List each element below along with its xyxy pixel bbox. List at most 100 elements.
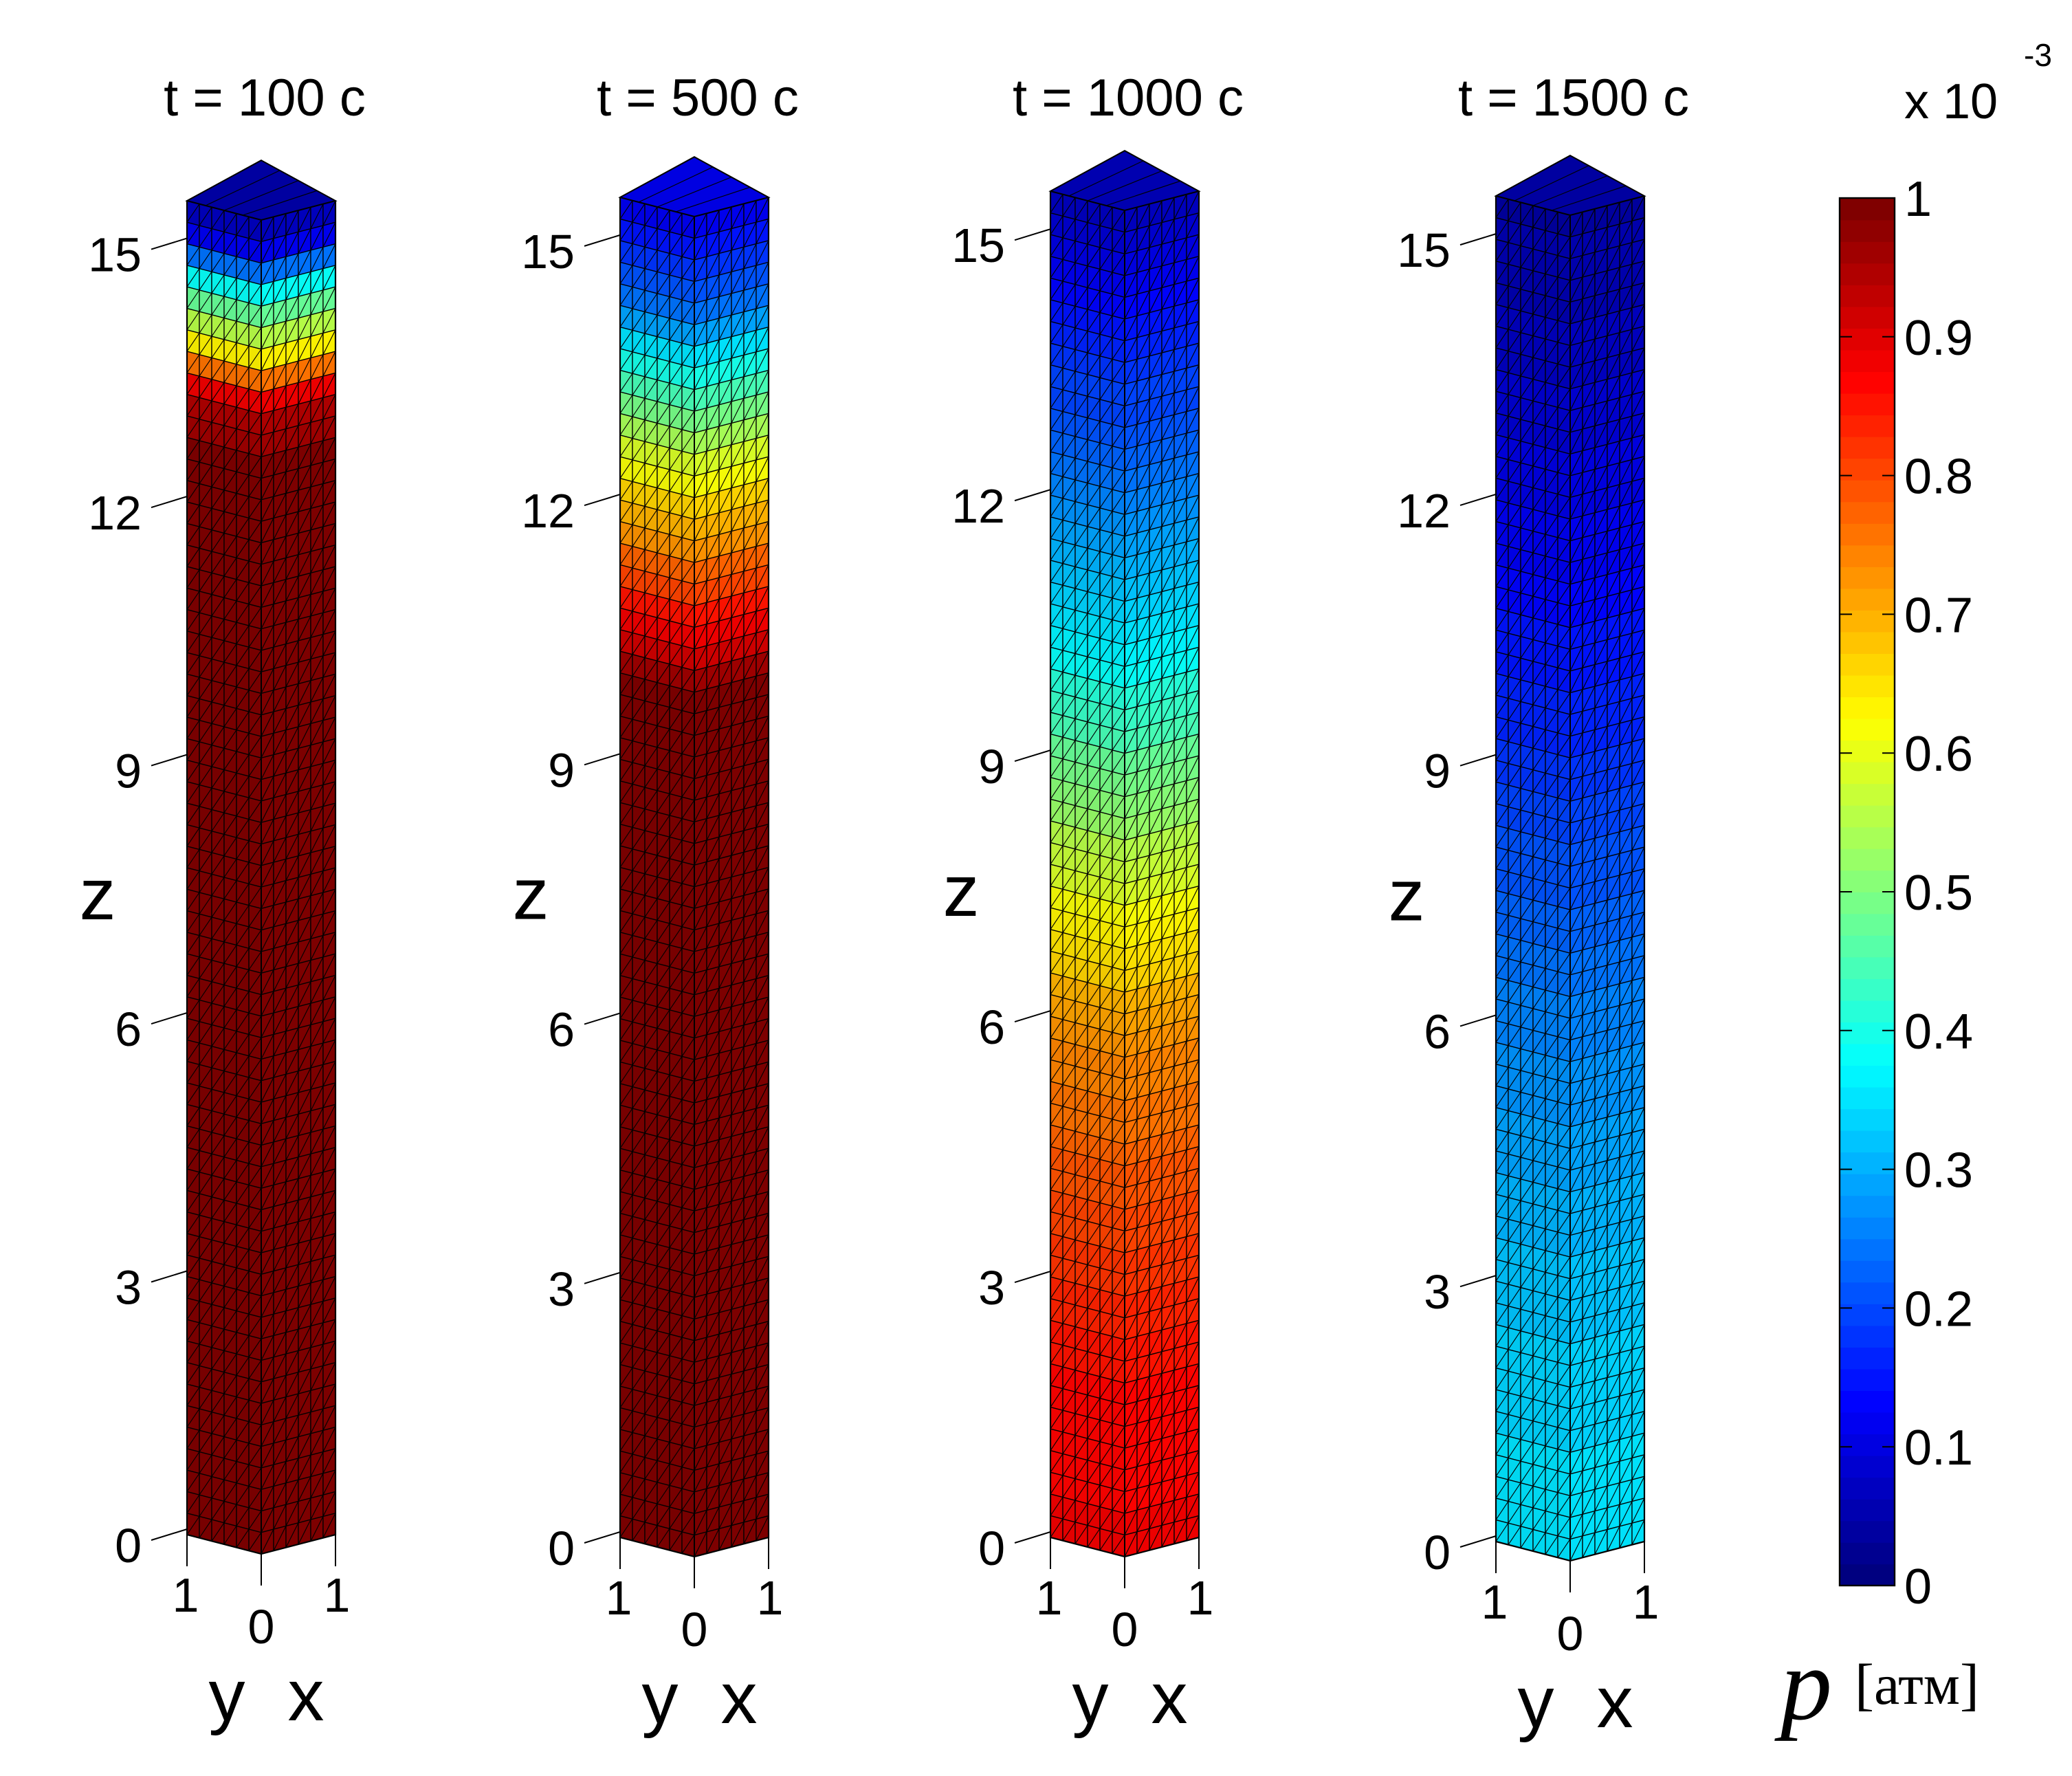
- mesh-diagonal: [310, 1516, 324, 1542]
- mesh-diagonal: [211, 339, 225, 358]
- z-tick-label: 3: [548, 1262, 575, 1316]
- mesh-diagonal: [199, 1368, 212, 1388]
- mesh-diagonal: [211, 726, 225, 745]
- z-tick-label: 3: [978, 1261, 1005, 1315]
- mesh-diagonal: [261, 1378, 274, 1404]
- mesh-diagonal: [310, 1408, 324, 1434]
- x-tick-label: 1: [757, 1571, 784, 1625]
- mesh-diagonal: [310, 1301, 324, 1326]
- mesh-diagonal: [310, 1258, 324, 1284]
- mesh-diagonal: [199, 358, 212, 377]
- mesh-diagonal: [199, 465, 212, 484]
- mesh-diagonal: [310, 1042, 324, 1068]
- mesh-diagonal: [223, 385, 237, 404]
- mesh-diagonal: [211, 1006, 225, 1025]
- mesh-diagonal: [186, 505, 200, 524]
- mesh-diagonal: [186, 1128, 200, 1148]
- mesh-diagonal: [199, 1519, 212, 1538]
- mesh-diagonal: [199, 1347, 212, 1366]
- mesh-diagonal: [186, 1086, 200, 1105]
- mesh-diagonal: [211, 1286, 225, 1305]
- mesh-diagonal: [223, 364, 237, 383]
- mesh-diagonal: [199, 1153, 212, 1173]
- mesh-diagonal: [261, 969, 274, 995]
- z-tick-mark: [1014, 1531, 1051, 1544]
- mesh-diagonal: [236, 1292, 250, 1311]
- mesh-diagonal: [223, 1095, 237, 1115]
- mesh-diagonal: [310, 1172, 324, 1197]
- mesh-diagonal: [236, 1012, 250, 1032]
- mesh-diagonal: [211, 1372, 225, 1391]
- mesh-diagonal: [199, 336, 212, 355]
- mesh-diagonal: [211, 855, 225, 875]
- mesh-diagonal: [186, 741, 200, 760]
- mesh-diagonal: [199, 228, 212, 248]
- mesh-diagonal: [236, 388, 250, 408]
- face-left: [1050, 190, 1125, 1557]
- z-axis-label: z: [513, 854, 549, 935]
- mesh-diagonal: [223, 1289, 237, 1308]
- mesh-diagonal: [236, 862, 250, 881]
- mesh-diagonal: [236, 217, 250, 236]
- mesh-diagonal: [223, 1482, 237, 1502]
- mesh-diagonal: [199, 1390, 212, 1410]
- mesh-diagonal: [236, 1034, 250, 1053]
- z-tick-label: 0: [548, 1522, 575, 1575]
- mesh-diagonal: [248, 413, 262, 432]
- mesh-diagonal: [223, 859, 237, 878]
- mesh-diagonal: [261, 1120, 274, 1145]
- mesh-diagonal: [310, 1236, 324, 1262]
- mesh-diagonal: [310, 1000, 324, 1025]
- z-tick-label: 3: [115, 1261, 142, 1315]
- mesh-diagonal: [211, 425, 225, 444]
- mesh-diagonal: [211, 683, 225, 703]
- z-axis-label: z: [80, 854, 116, 935]
- mesh-diagonal: [248, 951, 262, 970]
- mesh-diagonal: [223, 1225, 237, 1244]
- mesh-diagonal: [236, 884, 250, 903]
- mesh-diagonal: [199, 1088, 212, 1108]
- mesh-diagonal: [186, 699, 200, 718]
- mesh-diagonal: [199, 1132, 212, 1151]
- mesh-diagonal: [298, 960, 311, 985]
- mesh-diagonal: [248, 219, 262, 239]
- mesh-diagonal: [199, 1412, 212, 1431]
- z-tick-label: 12: [951, 479, 1005, 533]
- mesh-diagonal: [236, 1055, 250, 1075]
- mesh-diagonal: [285, 1049, 299, 1075]
- mesh-diagonal: [236, 797, 250, 817]
- mesh-diagonal: [186, 354, 200, 373]
- mesh-diagonal: [285, 1372, 299, 1397]
- mesh-diagonal: [273, 1482, 287, 1508]
- mesh-diagonal: [273, 1052, 287, 1078]
- mesh-diagonal: [310, 1429, 324, 1456]
- y-tick-label: 1: [606, 1571, 632, 1625]
- z-tick-label: 6: [548, 1003, 575, 1057]
- mesh-diagonal: [261, 1464, 274, 1490]
- mesh-diagonal: [248, 1231, 262, 1250]
- mesh-diagonal: [261, 1271, 274, 1296]
- mesh-diagonal: [273, 945, 287, 970]
- mesh-diagonal: [298, 1132, 311, 1158]
- mesh-diagonal: [273, 1353, 287, 1379]
- mesh-diagonal: [211, 404, 225, 423]
- mesh-diagonal: [223, 493, 237, 512]
- mesh-diagonal: [223, 1375, 237, 1394]
- mesh-diagonal: [223, 1009, 237, 1029]
- mesh-diagonal: [310, 1344, 324, 1370]
- mesh-diagonal: [223, 600, 237, 620]
- mesh-diagonal: [285, 1178, 299, 1204]
- mesh-diagonal: [261, 1163, 274, 1189]
- mesh-diagonal: [285, 1006, 299, 1031]
- mesh-diagonal: [211, 1049, 225, 1068]
- mesh-diagonal: [273, 901, 287, 928]
- mesh-diagonal: [273, 1504, 287, 1530]
- x-tick-label: 1: [1187, 1571, 1214, 1625]
- mesh-diagonal: [236, 711, 250, 730]
- mesh-diagonal: [285, 1113, 299, 1139]
- mesh-diagonal: [211, 1436, 225, 1456]
- mesh-diagonal: [310, 914, 324, 939]
- mesh-diagonal: [310, 978, 324, 1004]
- mesh-diagonal: [186, 1429, 200, 1449]
- mesh-diagonal: [248, 370, 262, 389]
